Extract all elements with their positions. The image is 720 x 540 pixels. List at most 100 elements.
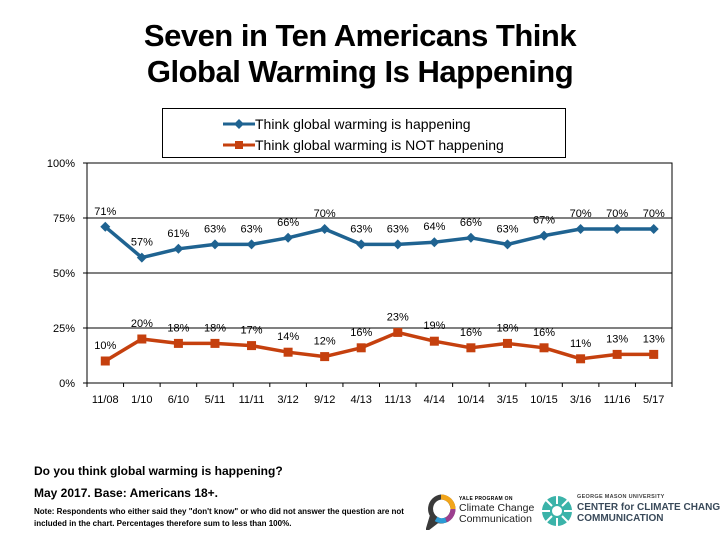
- x-tick-label: 9/12: [314, 394, 335, 406]
- gmu-center-name: CENTER for CLIMATE CHANGE COMMUNICATION: [577, 502, 720, 524]
- x-tick-label: 10/14: [457, 394, 485, 406]
- data-label: 19%: [423, 320, 445, 332]
- data-label: 61%: [167, 228, 189, 240]
- x-tick-label: 11/11: [239, 394, 265, 406]
- x-tick-label: 11/16: [604, 394, 631, 406]
- data-point-happening: [246, 239, 257, 250]
- legend-swatch-diamond: [223, 119, 255, 129]
- gmu-university-label: GEORGE MASON UNIVERSITY: [577, 494, 665, 500]
- data-label: 70%: [643, 208, 665, 220]
- survey-date-base: May 2017. Base: Americans 18+.: [34, 486, 219, 500]
- data-label: 20%: [131, 318, 153, 330]
- legend-label-happening: Think global warming is happening: [255, 116, 471, 132]
- x-tick-label: 3/16: [570, 394, 591, 406]
- y-tick-label: 0%: [59, 378, 75, 390]
- x-tick-label: 4/14: [424, 394, 445, 406]
- data-point-happening: [136, 252, 147, 263]
- data-point-happening: [173, 243, 184, 254]
- data-label: 18%: [204, 322, 226, 334]
- data-label: 63%: [387, 223, 409, 235]
- data-point-happening: [356, 239, 367, 250]
- gmu-logo: GEORGE MASON UNIVERSITY CENTER for CLIMA…: [540, 494, 720, 534]
- x-tick-label: 1/10: [131, 394, 152, 406]
- data-label: 57%: [131, 237, 153, 249]
- footnote: Note: Respondents who either said they "…: [34, 507, 404, 528]
- y-tick-label: 25%: [53, 323, 75, 335]
- data-point-happening: [209, 239, 220, 250]
- data-point-happening: [575, 224, 586, 234]
- chart-title-line2: Global Warming Is Happening: [146, 54, 574, 89]
- data-label: 63%: [496, 223, 518, 235]
- data-point-not-happening: [320, 352, 330, 362]
- data-label: 23%: [387, 311, 409, 323]
- data-label: 66%: [277, 217, 299, 229]
- legend-entry-happening: Think global warming is happening: [163, 114, 567, 134]
- data-label: 67%: [533, 215, 555, 227]
- data-point-happening: [539, 230, 550, 241]
- data-point-happening: [100, 221, 111, 232]
- data-point-not-happening: [429, 336, 439, 346]
- data-point-happening: [612, 224, 623, 234]
- y-tick-label: 75%: [53, 213, 75, 225]
- legend-label-not-happening: Think global warming is NOT happening: [255, 137, 504, 153]
- data-point-not-happening: [576, 354, 586, 364]
- gmu-burst-icon: [542, 496, 572, 526]
- data-label: 12%: [314, 336, 336, 348]
- chart-title: Seven in Ten Americans Think Global Warm…: [0, 18, 720, 90]
- data-label: 63%: [350, 223, 372, 235]
- data-label: 64%: [423, 221, 445, 233]
- data-label: 70%: [314, 208, 336, 220]
- data-label: 16%: [460, 327, 482, 339]
- data-label: 16%: [533, 327, 555, 339]
- x-tick-label: 5/17: [643, 394, 664, 406]
- data-point-not-happening: [210, 338, 220, 348]
- x-tick-label: 11/13: [384, 394, 411, 406]
- x-tick-label: 3/15: [497, 394, 518, 406]
- data-point-not-happening: [356, 343, 366, 353]
- data-point-happening: [319, 224, 330, 234]
- gmu-center-line2: COMMUNICATION: [577, 513, 664, 524]
- chart-legend: Think global warming is happening Think …: [162, 108, 566, 158]
- data-point-happening: [283, 232, 294, 243]
- data-label: 71%: [94, 206, 116, 218]
- data-label: 10%: [94, 340, 116, 352]
- x-tick-label: 4/13: [351, 394, 372, 406]
- data-label: 16%: [350, 327, 372, 339]
- data-label: 17%: [241, 325, 263, 337]
- line-chart: 0% 25% 50% 75% 100% 11/08 1/10 6/10 5/11 11/11 3/1…: [47, 158, 673, 406]
- data-label: 13%: [643, 333, 665, 345]
- yale-name: Climate Change Communication: [459, 503, 534, 525]
- data-point-not-happening: [137, 334, 147, 344]
- x-tick-label: 11/08: [92, 394, 119, 406]
- yale-speech-bubble-icon: [426, 494, 456, 530]
- yale-name-line2: Communication: [459, 513, 532, 525]
- data-label: 63%: [204, 223, 226, 235]
- data-point-not-happening: [393, 327, 403, 337]
- data-label: 66%: [460, 217, 482, 229]
- data-label: 11%: [570, 338, 591, 350]
- data-point-happening: [648, 224, 659, 234]
- y-tick-label: 50%: [53, 268, 75, 280]
- gmu-center-line1: CENTER for CLIMATE CHANGE: [577, 502, 720, 513]
- data-label: 18%: [167, 322, 189, 334]
- yale-logo: YALE PROGRAM ON Climate Change Communica…: [426, 494, 536, 534]
- data-point-happening: [465, 232, 476, 243]
- data-point-not-happening: [612, 349, 622, 359]
- data-point-happening: [429, 237, 440, 248]
- data-point-happening: [502, 239, 513, 250]
- x-tick-label: 10/15: [530, 394, 558, 406]
- x-tick-label: 5/11: [205, 394, 226, 406]
- data-point-not-happening: [283, 347, 293, 357]
- data-label: 63%: [241, 223, 263, 235]
- data-point-not-happening: [466, 343, 476, 353]
- data-point-not-happening: [100, 356, 110, 366]
- data-label: 70%: [570, 208, 592, 220]
- x-tick-label: 6/10: [168, 394, 189, 406]
- survey-question: Do you think global warming is happening…: [34, 464, 283, 478]
- data-label: 70%: [606, 208, 628, 220]
- data-point-not-happening: [247, 341, 257, 351]
- series-line-2: [104, 330, 654, 363]
- x-tick-label: 3/12: [277, 394, 298, 406]
- y-tick-label: 100%: [47, 158, 75, 170]
- data-label: 18%: [496, 322, 518, 334]
